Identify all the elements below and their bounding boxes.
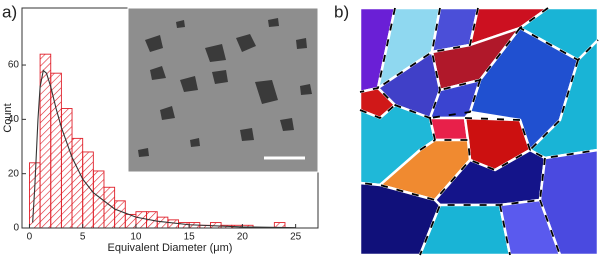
bar bbox=[71, 137, 84, 229]
x-tick-label: 25 bbox=[290, 232, 302, 243]
y-tick-label: 0 bbox=[13, 223, 19, 234]
x-tick-label: 0 bbox=[27, 232, 33, 243]
inset-image bbox=[127, 7, 319, 173]
x-tick-label: 20 bbox=[237, 232, 249, 243]
histogram-plot: 0 20 40 60 0 5 10 15 20 25 Equivalent Diameter (μm… bbox=[2, 7, 319, 254]
y-axis-label: Count bbox=[2, 103, 14, 132]
x-tick-label: 15 bbox=[184, 232, 196, 243]
bar bbox=[135, 211, 148, 229]
fit-curve bbox=[32, 69, 296, 229]
x-tick-label: 10 bbox=[130, 232, 142, 243]
grain-map bbox=[358, 6, 600, 257]
panel-label: a) bbox=[2, 2, 17, 21]
y-tick-label: 40 bbox=[8, 114, 20, 125]
x-tick-label: 5 bbox=[80, 232, 86, 243]
y-tick-label: 20 bbox=[8, 168, 20, 179]
bar bbox=[60, 108, 73, 229]
x-axis-label: Equivalent Diameter (μm) bbox=[108, 242, 233, 254]
panel-label: b) bbox=[334, 2, 349, 21]
y-tick-label: 60 bbox=[8, 60, 20, 71]
bar bbox=[114, 200, 126, 229]
bar bbox=[50, 72, 62, 229]
